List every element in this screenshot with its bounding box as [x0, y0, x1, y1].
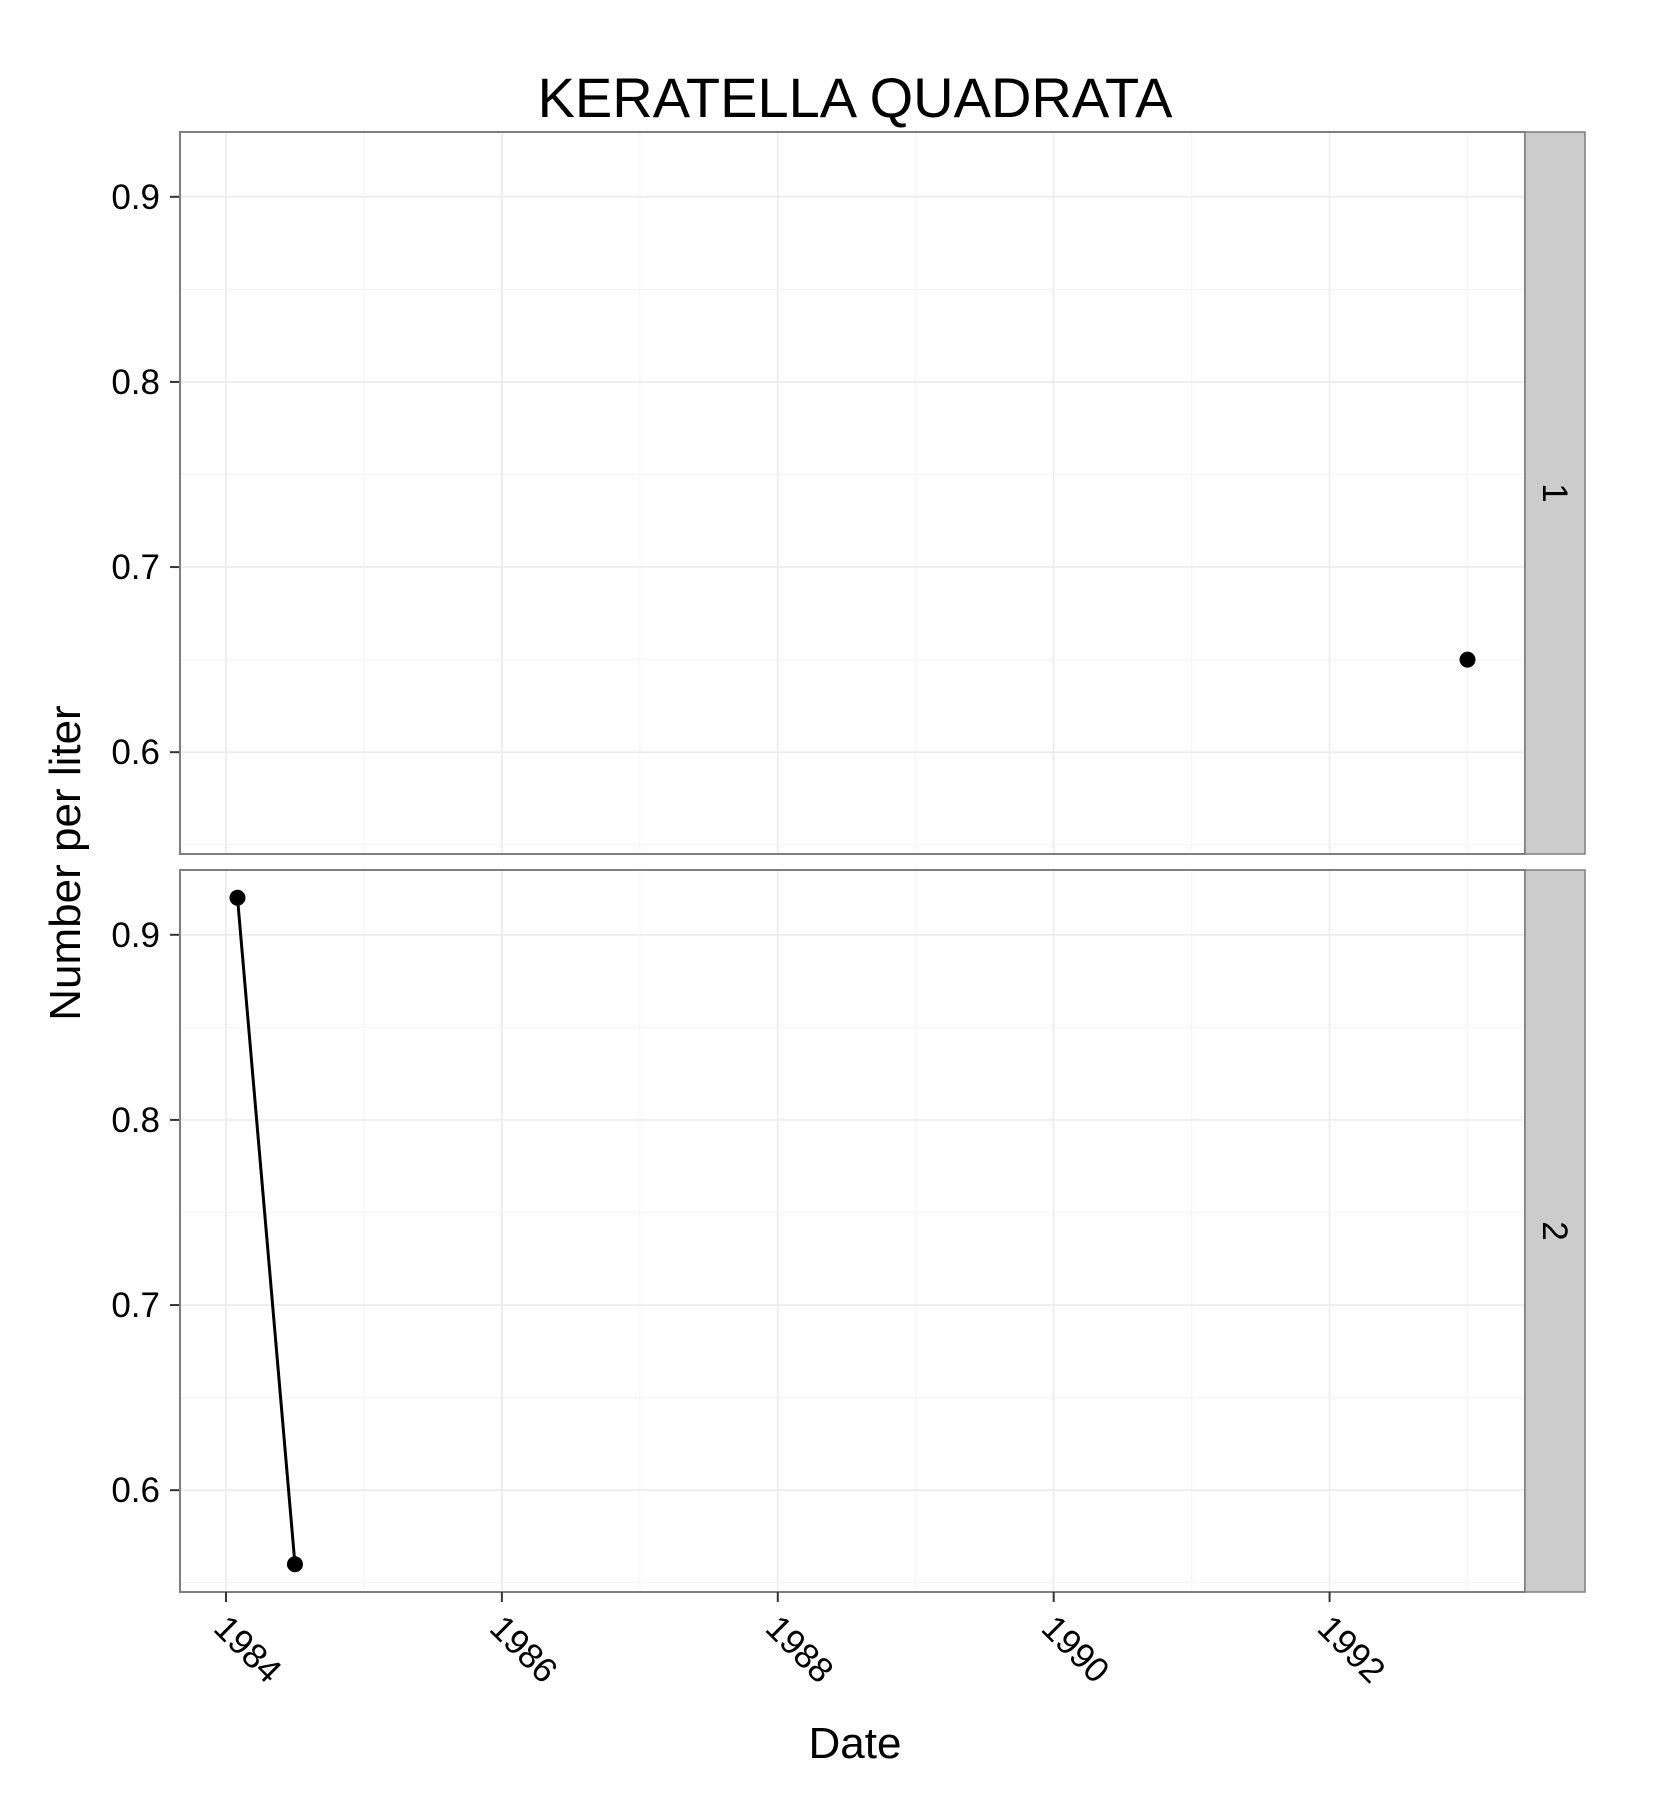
facet-panel-2: 0.6 0.7 0.8 0.9 2	[111, 869, 1586, 1593]
x-tick-label: 1992	[1310, 1608, 1393, 1691]
data-point	[1459, 651, 1476, 668]
x-tick-label: 1986	[482, 1608, 565, 1691]
x-axis-title: Date	[809, 1719, 902, 1768]
facet-strip	[1524, 869, 1586, 1593]
x-tick-label: 1988	[758, 1608, 841, 1691]
series-line	[235, 897, 297, 1565]
chart-title: KERATELLA QUADRATA	[538, 66, 1173, 129]
y-tick-label: 0.9	[111, 178, 160, 217]
facet-strip-label: 2	[1535, 1221, 1574, 1240]
x-tick-label: 1990	[1034, 1608, 1117, 1691]
y-tick-label: 0.7	[111, 548, 160, 587]
panel-background	[180, 870, 1525, 1592]
y-tick-label: 0.6	[111, 1471, 160, 1510]
y-tick-label: 0.9	[111, 916, 160, 955]
facet-strip-label: 1	[1535, 483, 1574, 502]
y-tick-label: 0.7	[111, 1286, 160, 1325]
x-tick-label: 1984	[206, 1608, 289, 1691]
data-point	[229, 889, 246, 906]
y-tick-label: 0.8	[111, 363, 160, 402]
panel-background	[180, 132, 1525, 854]
data-point	[286, 1556, 303, 1573]
facet-panels: 0.6 0.7 0.8 0.9 1 0.6 0.7 0.8 0.9 2	[111, 131, 1586, 1593]
y-tick-label: 0.8	[111, 1101, 160, 1140]
facet-panel-1: 0.6 0.7 0.8 0.9 1	[111, 131, 1586, 855]
facet-strip	[1524, 131, 1586, 855]
x-axis: 1984 1986 1988 1990 1992	[206, 1592, 1393, 1691]
y-tick-label: 0.6	[111, 733, 160, 772]
y-axis-title: Number per liter	[41, 705, 90, 1020]
